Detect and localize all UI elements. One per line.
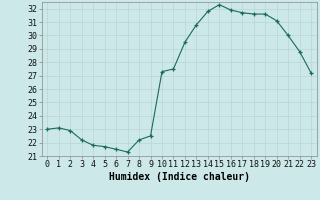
X-axis label: Humidex (Indice chaleur): Humidex (Indice chaleur) [109,172,250,182]
